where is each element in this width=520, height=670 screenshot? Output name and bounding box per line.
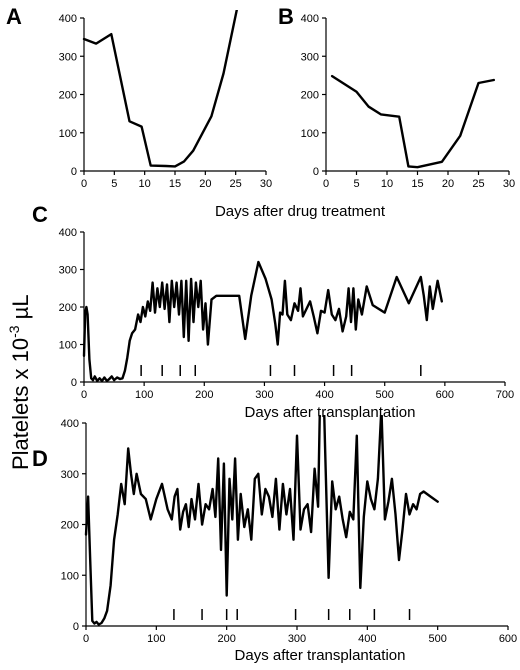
y-tick-label: 400: [59, 13, 77, 25]
y-tick-label: 300: [301, 51, 319, 63]
x-tick-label: 25: [472, 178, 484, 190]
x-tick-label: 0: [81, 178, 87, 190]
y-axis-title: Platelets x 10-3 µL: [6, 294, 33, 470]
x-tick-label: 600: [499, 633, 517, 645]
x-tick-label: 600: [436, 389, 454, 401]
x-tick-label: 0: [81, 389, 87, 401]
x-tick-label: 30: [260, 178, 272, 190]
y-tick-label: 300: [59, 51, 77, 63]
x-tick-label: 5: [353, 178, 359, 190]
panel-b: B 0 100 200 300 400 0 5 10 15 20 25 30 Days after dru…: [215, 4, 515, 220]
panel-letter-a: A: [6, 4, 22, 29]
y-tick-label: 200: [61, 520, 79, 532]
x-tick-label: 100: [147, 633, 165, 645]
y-tick-label: 200: [301, 90, 319, 102]
x-axis-title-b: Days after drug treatment: [215, 203, 386, 220]
x-tick-label: 200: [195, 389, 213, 401]
y-tick-label: 200: [59, 302, 77, 314]
panel-letter-b: B: [278, 4, 294, 29]
y-tick-label: 0: [71, 166, 77, 178]
x-tick-label: 500: [428, 633, 446, 645]
x-tick-label: 25: [230, 178, 242, 190]
y-tick-label: 400: [59, 227, 77, 239]
x-tick-label: 0: [83, 633, 89, 645]
x-tick-label: 15: [411, 178, 423, 190]
y-tick-label: 100: [61, 570, 79, 582]
y-tick-label: 0: [71, 377, 77, 389]
x-tick-label: 300: [255, 389, 273, 401]
panel-a: A 0 100 200 300 400 0 5 10 15 20 25 30: [6, 4, 272, 190]
y-axis-title-main: Platelets x 10: [8, 338, 33, 470]
y-axis-title-exponent: -3: [6, 325, 22, 338]
series-line-d: [84, 415, 439, 626]
y-tick-label: 400: [61, 418, 79, 430]
x-tick-label: 700: [496, 389, 514, 401]
series-line-b: [330, 74, 495, 169]
panel-letter-c: C: [32, 202, 48, 227]
x-tick-label: 300: [288, 633, 306, 645]
panel-letter-d: D: [32, 446, 48, 471]
x-tick-label: 400: [358, 633, 376, 645]
y-tick-label: 100: [301, 128, 319, 140]
x-tick-label: 0: [323, 178, 329, 190]
y-tick-label: 100: [59, 340, 77, 352]
x-tick-label: 500: [376, 389, 394, 401]
x-tick-label: 100: [135, 389, 153, 401]
x-tick-label: 20: [199, 178, 211, 190]
y-axis-title-unit: µL: [8, 294, 33, 325]
y-tick-label: 0: [313, 166, 319, 178]
x-tick-label: 30: [503, 178, 515, 190]
y-tick-label: 300: [61, 469, 79, 481]
x-tick-label: 20: [442, 178, 454, 190]
y-tick-label: 100: [59, 128, 77, 140]
y-tick-label: 0: [73, 621, 79, 633]
x-tick-label: 200: [217, 633, 235, 645]
x-tick-label: 400: [315, 389, 333, 401]
x-tick-label: 10: [139, 178, 151, 190]
x-tick-label: 5: [111, 178, 117, 190]
y-tick-label: 300: [59, 265, 77, 277]
y-tick-label: 400: [301, 13, 319, 25]
x-axis-title-d: Days after transplantation: [235, 647, 406, 664]
series-line-a: [82, 10, 238, 168]
x-tick-label: 15: [169, 178, 181, 190]
y-tick-label: 200: [59, 90, 77, 102]
panel-d: D 0 100 200 300 400 0 100 200 300 400 500 600 Days af…: [32, 415, 517, 664]
x-tick-label: 10: [381, 178, 393, 190]
x-axis-title-c: Days after transplantation: [245, 404, 416, 421]
series-line-c: [82, 260, 443, 383]
panel-c: C 0 100 200 300 400 0 100 200 300 400 500 600 700 Days…: [32, 202, 514, 421]
